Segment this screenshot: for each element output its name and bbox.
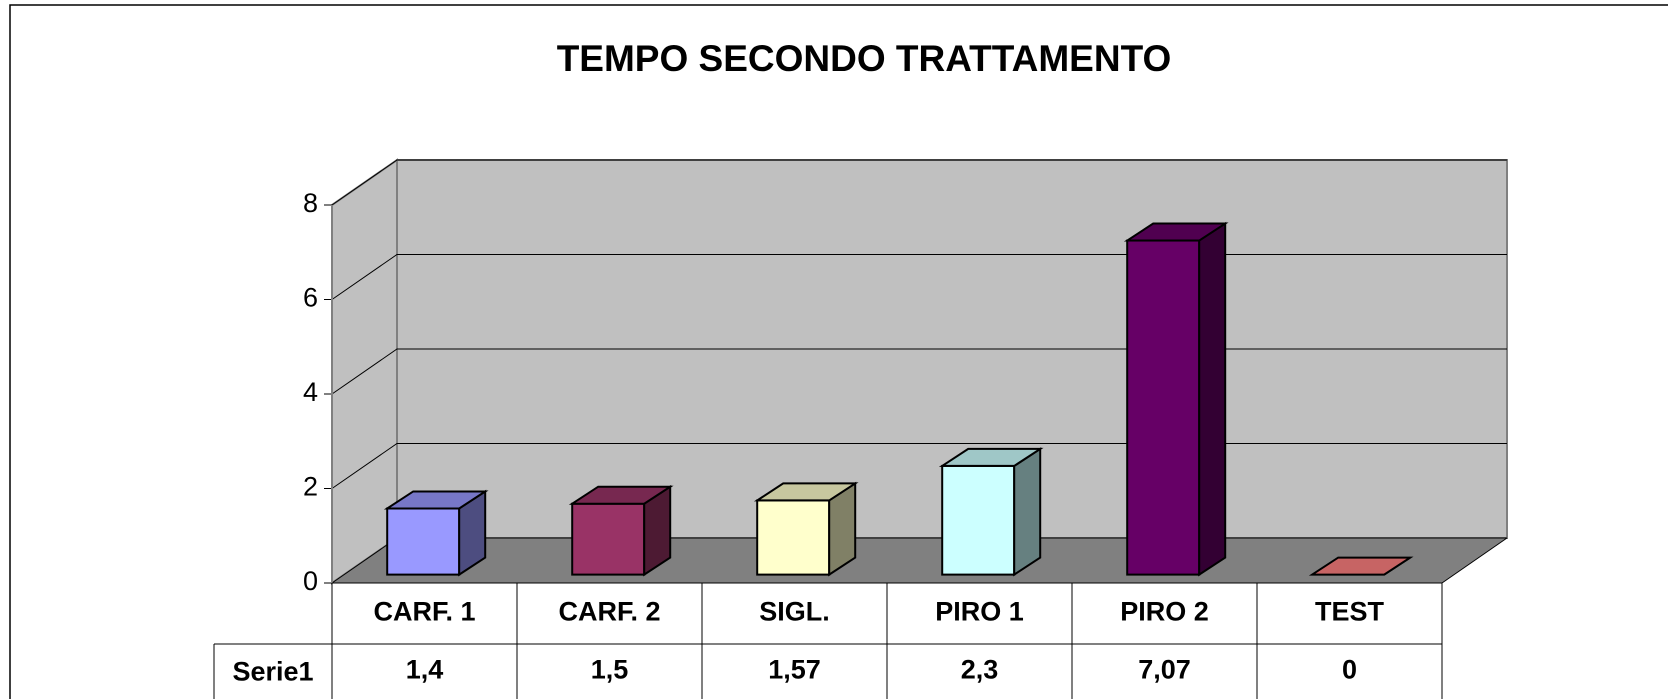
- x-tick-label: PIRO 1: [935, 597, 1024, 627]
- x-tick-label: TEST: [1315, 597, 1385, 627]
- bar: [756, 499, 831, 576]
- chart-title: TEMPO SECONDO TRATTAMENTO: [557, 38, 1172, 79]
- x-tick-label: PIRO 2: [1120, 597, 1209, 627]
- bar: [1126, 239, 1201, 576]
- floor: [332, 538, 1507, 583]
- legend-label: Serie1: [232, 657, 313, 687]
- data-label: 1,5: [591, 655, 629, 685]
- data-label: 7,07: [1138, 655, 1191, 685]
- bar-top: [938, 447, 1044, 467]
- data-label: 2,3: [961, 655, 999, 685]
- x-tick-label: CARF. 2: [558, 597, 660, 627]
- bar: [941, 464, 1016, 576]
- y-tick-label: 2: [303, 472, 318, 502]
- bar-top: [568, 485, 674, 505]
- y-tick-label: 0: [303, 566, 318, 596]
- y-tick-label: 8: [303, 188, 318, 218]
- bar: [386, 507, 461, 576]
- bar: [571, 502, 646, 576]
- data-label: 1,4: [406, 655, 444, 685]
- y-tick-label: 6: [303, 283, 318, 313]
- data-label: 0: [1342, 655, 1357, 685]
- bar-side: [1013, 447, 1042, 577]
- bar-top: [383, 490, 489, 510]
- bar-top: [1308, 556, 1414, 576]
- x-tick-label: CARF. 1: [373, 597, 475, 627]
- y-tick-label: 4: [303, 377, 318, 407]
- x-tick-label: SIGL.: [759, 597, 830, 627]
- bar-side: [1198, 221, 1227, 577]
- bar-top: [753, 482, 859, 502]
- table-line: [1441, 537, 1508, 584]
- grid-line: [331, 159, 1507, 206]
- data-label: 1,57: [768, 655, 821, 685]
- bar-top: [1123, 222, 1229, 242]
